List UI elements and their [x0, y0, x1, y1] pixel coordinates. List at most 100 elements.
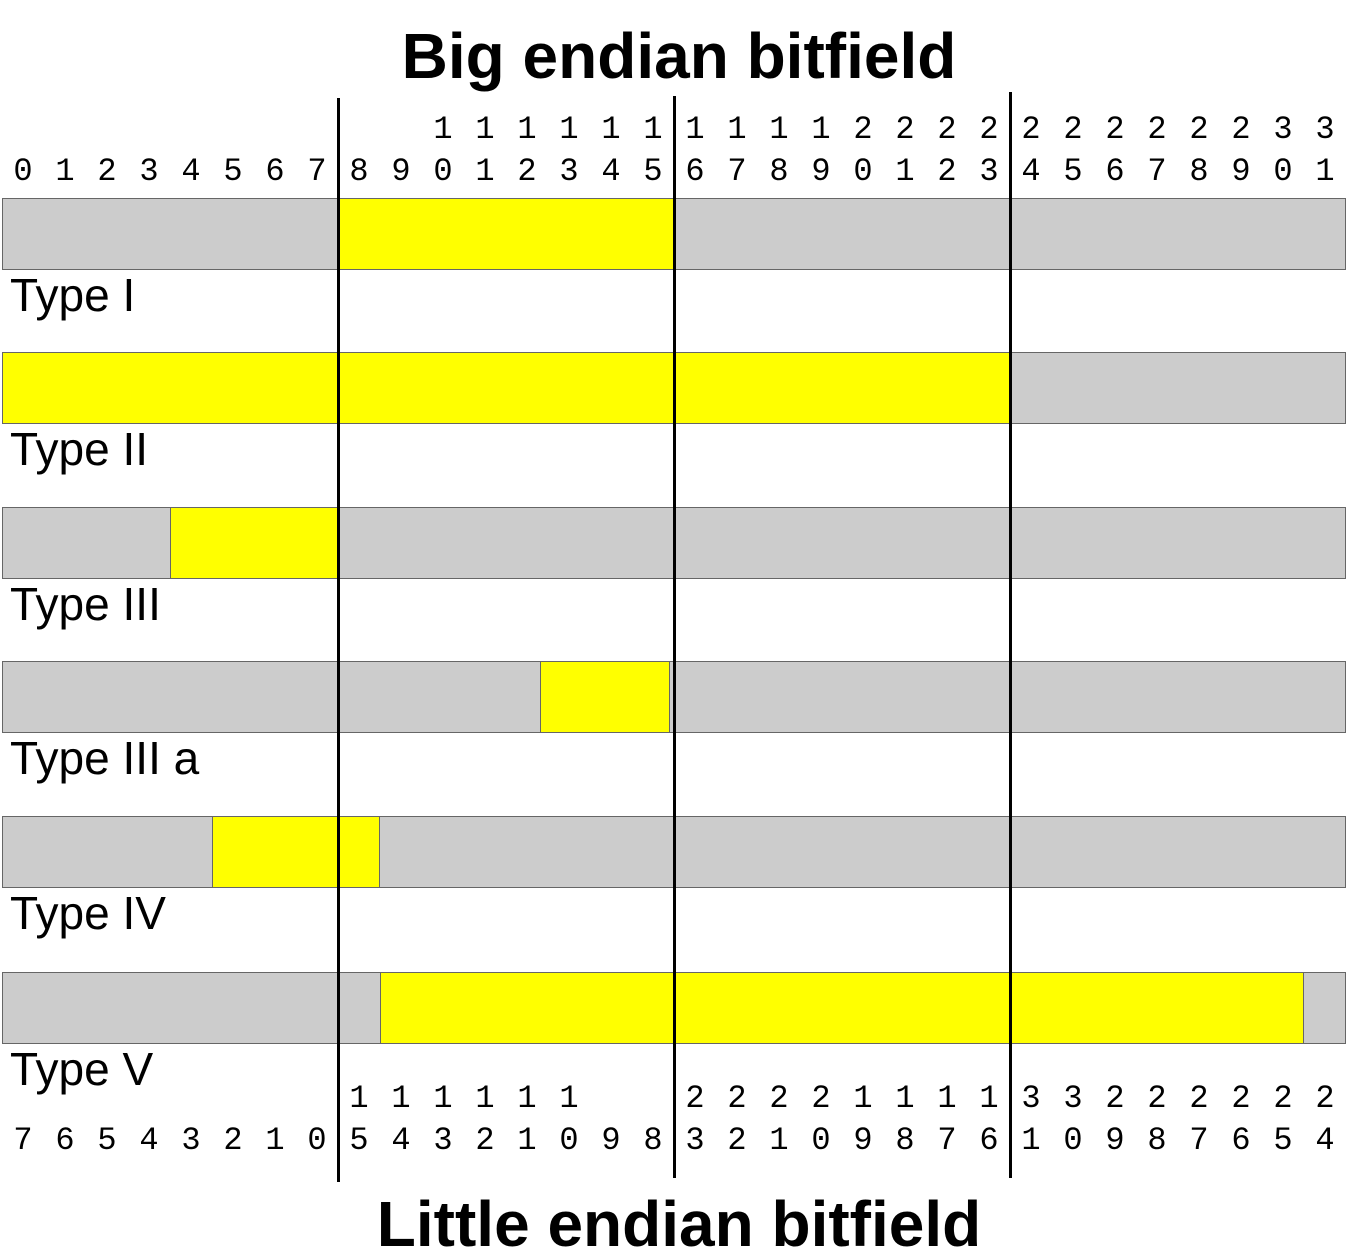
big-endian-ones-digit: 1 [895, 153, 915, 190]
big-endian-tens-digit: 1 [643, 111, 663, 148]
big-endian-tens-digit: 1 [769, 111, 789, 148]
little-endian-ones-digit: 4 [1315, 1122, 1335, 1159]
little-endian-ones-digit: 4 [391, 1122, 411, 1159]
big-endian-ones-digit: 0 [1273, 153, 1293, 190]
little-endian-tens-digit: 2 [1231, 1080, 1251, 1117]
big-endian-ones-digit: 7 [1147, 153, 1167, 190]
big-endian-ones-digit: 8 [349, 153, 369, 190]
big-endian-tens-digit: 3 [1315, 111, 1335, 148]
big-endian-tens-digit: 1 [601, 111, 621, 148]
little-endian-ones-digit: 2 [475, 1122, 495, 1159]
little-endian-tens-digit: 1 [475, 1080, 495, 1117]
little-endian-ones-digit: 3 [685, 1122, 705, 1159]
little-endian-ones-digit: 0 [1063, 1122, 1083, 1159]
little-endian-tens-digit: 2 [1189, 1080, 1209, 1117]
little-endian-tens-digit: 2 [727, 1080, 747, 1117]
little-endian-ones-digit: 5 [97, 1122, 117, 1159]
row-label: Type II [10, 423, 149, 475]
big-endian-ones-digit: 4 [1021, 153, 1041, 190]
big-endian-ones-digit: 0 [433, 153, 453, 190]
little-endian-ones-digit: 2 [727, 1122, 747, 1159]
little-endian-tens-digit: 2 [769, 1080, 789, 1117]
little-endian-ones-digit: 7 [13, 1122, 33, 1159]
little-endian-ones-digit: 1 [1021, 1122, 1041, 1159]
little-endian-ones-digit: 9 [853, 1122, 873, 1159]
big-endian-tens-digit: 2 [1231, 111, 1251, 148]
big-endian-tens-digit: 3 [1273, 111, 1293, 148]
big-endian-ones-digit: 9 [811, 153, 831, 190]
little-endian-tens-digit: 1 [853, 1080, 873, 1117]
big-endian-tens-digit: 2 [1021, 111, 1041, 148]
row-label: Type V [10, 1043, 154, 1095]
little-endian-ones-digit: 3 [433, 1122, 453, 1159]
row-label: Type I [10, 269, 136, 321]
little-endian-title: Little endian bitfield [376, 1188, 982, 1260]
row-label: Type III a [10, 732, 200, 784]
big-endian-ones-digit: 9 [1231, 153, 1251, 190]
big-endian-ones-digit: 5 [643, 153, 663, 190]
little-endian-tens-digit: 2 [1105, 1080, 1125, 1117]
big-endian-ones-digit: 9 [391, 153, 411, 190]
byte-boundary-line [673, 96, 676, 1178]
big-endian-tens-digit: 2 [1189, 111, 1209, 148]
little-endian-ones-digit: 2 [223, 1122, 243, 1159]
big-endian-tens-digit: 1 [811, 111, 831, 148]
highlighted-bits [212, 817, 380, 887]
little-endian-tens-digit: 2 [1273, 1080, 1293, 1117]
little-endian-ones-digit: 7 [937, 1122, 957, 1159]
big-endian-tens-digit: 1 [685, 111, 705, 148]
big-endian-ones-digit: 1 [475, 153, 495, 190]
big-endian-tens-digit: 1 [559, 111, 579, 148]
little-endian-ones-digit: 0 [307, 1122, 327, 1159]
little-endian-tens-digit: 2 [685, 1080, 705, 1117]
big-endian-tens-digit: 2 [1147, 111, 1167, 148]
little-endian-ones-digit: 0 [559, 1122, 579, 1159]
little-endian-ones-digit: 0 [811, 1122, 831, 1159]
little-endian-ones-digit: 6 [1231, 1122, 1251, 1159]
big-endian-ones-digit: 4 [181, 153, 201, 190]
little-endian-ones-digit: 6 [55, 1122, 75, 1159]
big-endian-tens-digit: 2 [853, 111, 873, 148]
big-endian-ones-digit: 7 [727, 153, 747, 190]
big-endian-ones-digit: 0 [13, 153, 33, 190]
little-endian-ones-digit: 1 [769, 1122, 789, 1159]
little-endian-tens-digit: 1 [895, 1080, 915, 1117]
highlighted-bits [539, 662, 670, 732]
row-label: Type III [10, 578, 161, 630]
big-endian-ones-digit: 3 [139, 153, 159, 190]
big-endian-tens-digit: 2 [895, 111, 915, 148]
big-endian-tens-digit: 2 [1063, 111, 1083, 148]
little-endian-tens-digit: 1 [349, 1080, 369, 1117]
little-endian-ones-digit: 3 [181, 1122, 201, 1159]
little-endian-tens-digit: 2 [1147, 1080, 1167, 1117]
big-endian-ones-digit: 3 [559, 153, 579, 190]
little-endian-tens-digit: 1 [979, 1080, 999, 1117]
big-endian-ones-digit: 6 [1105, 153, 1125, 190]
big-endian-ones-digit: 3 [979, 153, 999, 190]
little-endian-tens-digit: 1 [559, 1080, 579, 1117]
big-endian-tens-digit: 1 [433, 111, 453, 148]
big-endian-ones-digit: 1 [1315, 153, 1335, 190]
highlighted-bits [338, 199, 674, 269]
little-endian-tens-digit: 1 [517, 1080, 537, 1117]
big-endian-ones-digit: 8 [769, 153, 789, 190]
row-label: Type IV [10, 887, 166, 939]
big-endian-tens-digit: 2 [937, 111, 957, 148]
big-endian-ones-digit: 2 [97, 153, 117, 190]
little-endian-ones-digit: 8 [895, 1122, 915, 1159]
little-endian-ones-digit: 1 [265, 1122, 285, 1159]
big-endian-tens-digit: 1 [727, 111, 747, 148]
big-endian-ones-digit: 6 [265, 153, 285, 190]
little-endian-tens-digit: 1 [937, 1080, 957, 1117]
big-endian-ones-digit: 5 [1063, 153, 1083, 190]
little-endian-tens-digit: 3 [1021, 1080, 1041, 1117]
big-endian-tens-digit: 1 [517, 111, 537, 148]
big-endian-ones-digit: 2 [937, 153, 957, 190]
big-endian-ones-digit: 8 [1189, 153, 1209, 190]
highlighted-bits [170, 508, 338, 578]
little-endian-ones-digit: 4 [139, 1122, 159, 1159]
little-endian-ones-digit: 7 [1189, 1122, 1209, 1159]
byte-boundary-line [1009, 92, 1012, 1178]
big-endian-title: Big endian bitfield [401, 20, 957, 92]
big-endian-tens-digit: 1 [475, 111, 495, 148]
